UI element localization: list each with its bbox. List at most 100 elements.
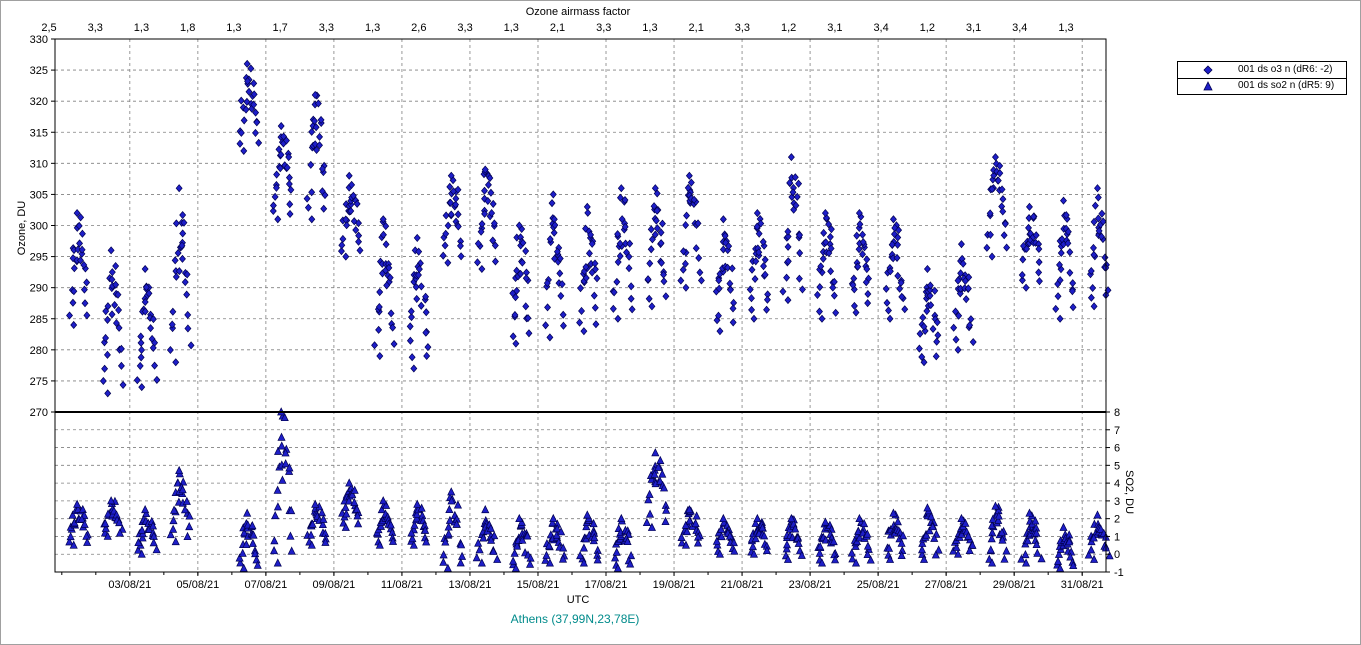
so2-tick-label: 8 [1114, 407, 1120, 419]
so2-point [444, 522, 453, 531]
x-tick-label: 29/08/21 [993, 579, 1036, 591]
ozone-point [112, 319, 120, 328]
so2-point [515, 513, 524, 523]
ozone-point [313, 145, 321, 155]
ozone-point [795, 274, 803, 283]
ozone-point [111, 301, 119, 310]
so2-point [273, 558, 282, 567]
ozone-point [894, 240, 902, 249]
ozone-point [286, 200, 294, 209]
ozone-point [236, 139, 244, 148]
so2-point [847, 548, 856, 557]
ozone-point [757, 219, 765, 228]
airmass-factor-label: 3,3 [88, 22, 103, 34]
so2-point [101, 523, 110, 532]
ozone-point [863, 255, 871, 264]
so2-point [271, 510, 280, 520]
ozone-point [250, 90, 258, 99]
ozone-point [556, 254, 564, 263]
ozone-point [1035, 244, 1043, 253]
ozone-point [422, 308, 430, 317]
ozone-point [408, 313, 415, 322]
so2-point [353, 511, 362, 520]
so2-point [815, 548, 824, 557]
ozone-point [456, 241, 464, 250]
ozone-point [387, 309, 395, 318]
ozone-point [321, 191, 329, 200]
ozone-point [407, 307, 415, 316]
ozone-point [763, 305, 771, 314]
so2-point [115, 528, 124, 537]
ozone-point [308, 127, 316, 136]
so2-point [493, 554, 502, 563]
x-tick-label: 27/08/21 [925, 579, 968, 591]
ozone-point [576, 318, 584, 327]
so2-point [544, 541, 554, 550]
ozone-point [1060, 196, 1067, 205]
ozone-point [658, 258, 665, 267]
ozone-point [73, 209, 81, 218]
ozone-tick-label: 310 [30, 158, 48, 170]
ozone-point [983, 243, 991, 252]
ozone-point [138, 345, 146, 354]
ozone-point [104, 315, 111, 324]
so2-point [134, 545, 143, 554]
ozone-tick-label: 285 [30, 314, 48, 326]
so2-point [280, 412, 289, 422]
ozone-point [486, 173, 494, 183]
so2-point [235, 553, 244, 562]
ozone-point [590, 291, 598, 300]
ozone-point [512, 293, 519, 302]
so2-point [342, 509, 351, 518]
ozone-point [886, 314, 894, 323]
ozone-point [895, 226, 903, 235]
ozone-point [614, 314, 622, 323]
so2-point [68, 510, 77, 519]
so2-point [593, 555, 602, 564]
ozone-point [893, 253, 901, 262]
so2-point [240, 528, 249, 537]
legend-item-ozone[interactable]: 001 ds o3 n (dR6: -2) [1178, 62, 1346, 79]
ozone-point [283, 163, 291, 172]
ozone-point [584, 208, 592, 217]
so2-point [685, 504, 694, 514]
ozone-point [934, 331, 942, 340]
ozone-point [478, 219, 486, 229]
ozone-point [996, 169, 1004, 178]
ozone-point [1022, 283, 1030, 292]
so2-point [287, 546, 296, 555]
so2-point [513, 541, 522, 550]
ozone-tick-label: 290 [30, 283, 48, 295]
so2-point [422, 537, 431, 546]
so2-point [277, 432, 286, 441]
ozone-point [522, 247, 530, 256]
ozone-point [422, 328, 430, 337]
ozone-point [580, 327, 588, 336]
ozone-point [816, 307, 823, 316]
so2-point [681, 540, 691, 549]
x-tick-label: 19/08/21 [653, 579, 696, 591]
ozone-point [715, 284, 723, 293]
legend-item-so2[interactable]: 001 ds so2 n (dR5: 9) [1178, 78, 1346, 94]
ozone-point [417, 301, 425, 310]
airmass-factor-label: 1,3 [642, 22, 657, 34]
ozone-point [901, 305, 909, 314]
ozone-point [1095, 226, 1103, 235]
ozone-point [406, 322, 414, 331]
ozone-point [658, 219, 666, 228]
so2-point [83, 537, 92, 546]
ozone-point [376, 288, 384, 297]
ozone-point [783, 273, 791, 282]
ozone-point [307, 160, 315, 169]
so2-point [239, 563, 248, 572]
ozone-point [385, 263, 393, 272]
so2-point [642, 517, 651, 527]
so2-point [277, 441, 286, 450]
so2-point [345, 478, 354, 487]
so2-point [545, 558, 554, 567]
so2-point [341, 502, 350, 511]
airmass-factor-label: 1,7 [272, 22, 287, 34]
ozone-point [447, 198, 455, 207]
so2-point [511, 563, 520, 572]
ozone-point [818, 314, 826, 323]
